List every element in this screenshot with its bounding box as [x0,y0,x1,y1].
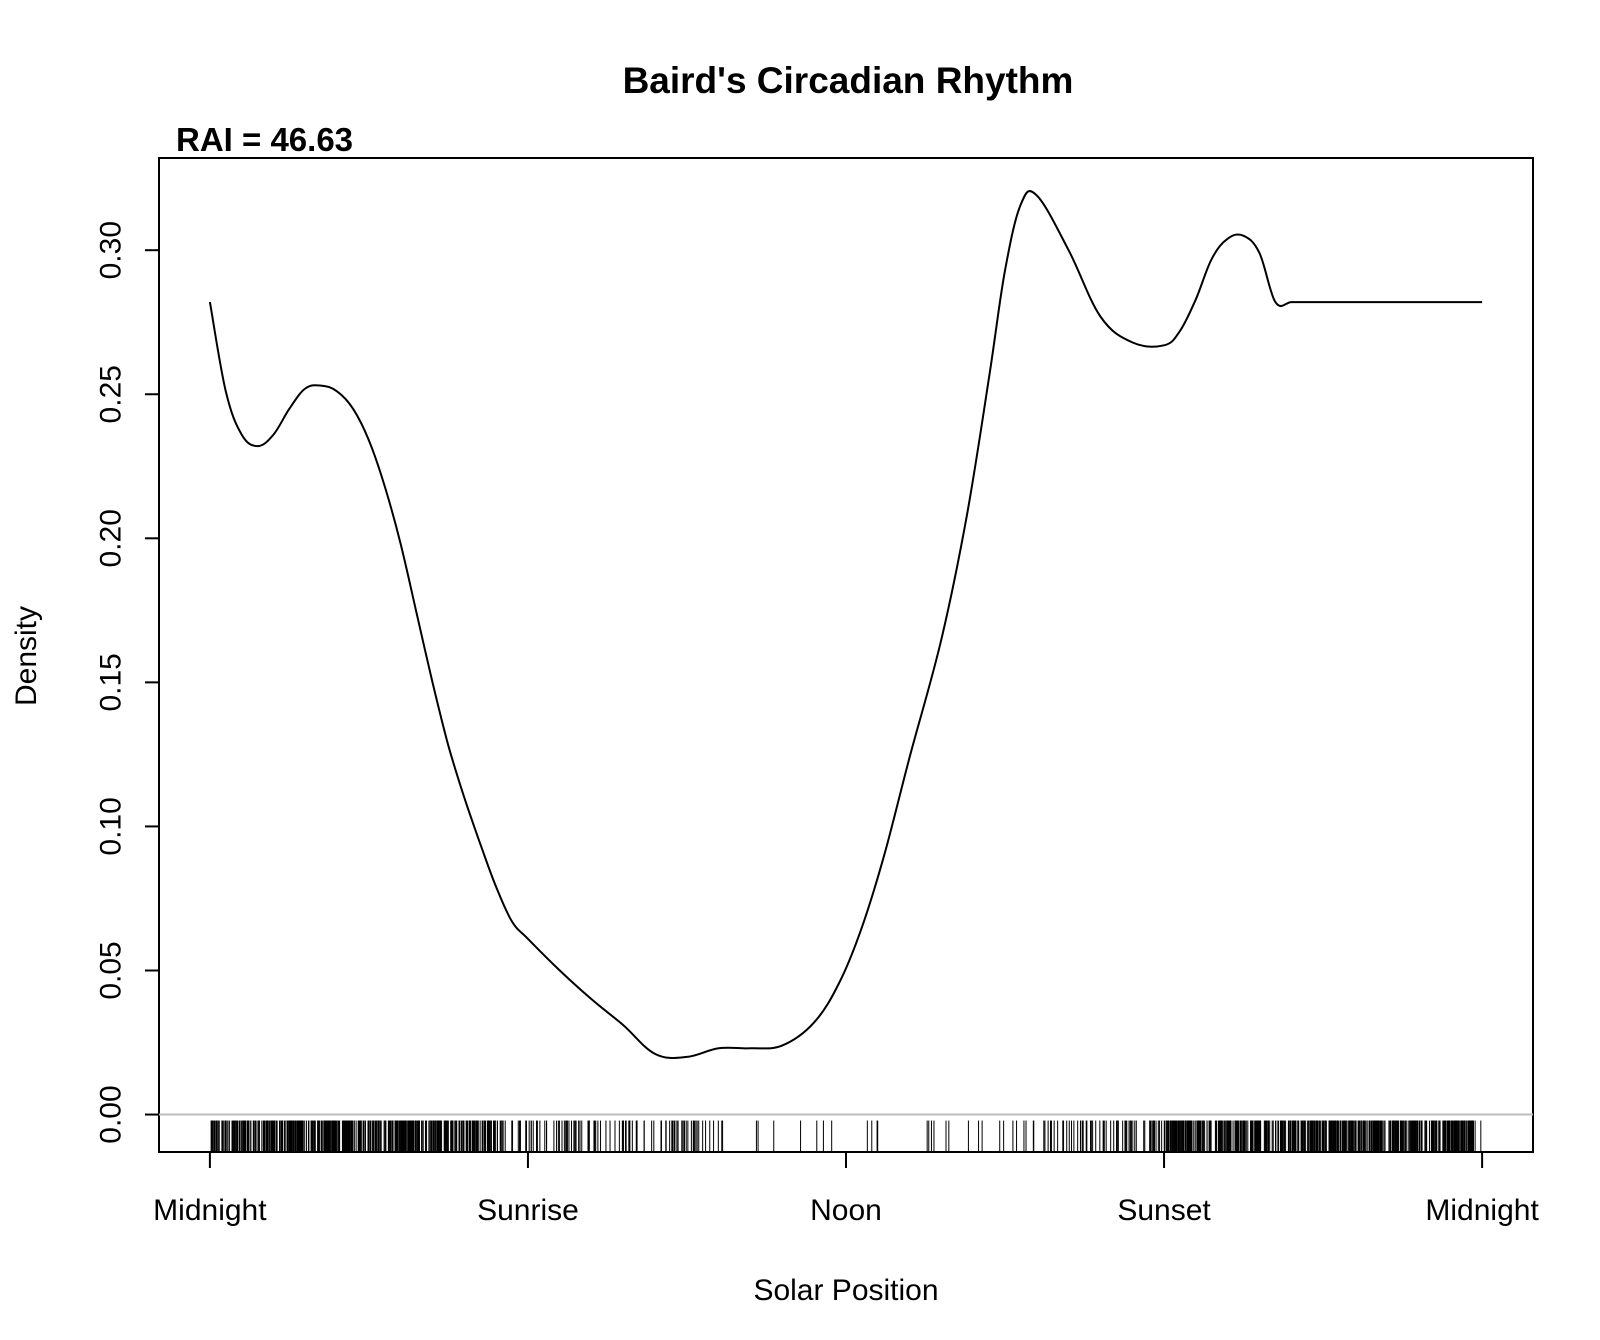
rug-marks [210,1120,1482,1152]
x-tick-label: Midnight [153,1194,267,1227]
plot-frame [158,157,1534,1153]
density-line [208,190,1483,1059]
chart-subtitle: RAI = 46.63 [176,121,353,158]
y-tick-label: 0.25 [95,365,128,423]
y-tick-label: 0.15 [95,653,128,711]
x-axis-label: Solar Position [753,1274,938,1307]
x-tick-label: Midnight [1425,1194,1539,1227]
x-tick-label: Sunrise [477,1194,579,1227]
y-axis-label: Density [10,606,43,706]
x-tick-label: Noon [810,1194,882,1227]
y-tick-label: 0.00 [95,1085,128,1143]
y-tick-label: 0.30 [95,221,128,279]
y-axis: 0.00 0.05 0.10 0.15 0.20 0.25 0.30 [95,221,159,1144]
chart-title: Baird's Circadian Rhythm [623,60,1074,101]
density-curve [208,190,1483,1059]
x-tick-label: Sunset [1117,1194,1211,1227]
y-tick-label: 0.10 [95,797,128,855]
y-tick-label: 0.05 [95,941,128,999]
y-tick-label: 0.20 [95,509,128,567]
x-axis: Midnight Sunrise Noon Sunset Midnight [153,1152,1539,1227]
